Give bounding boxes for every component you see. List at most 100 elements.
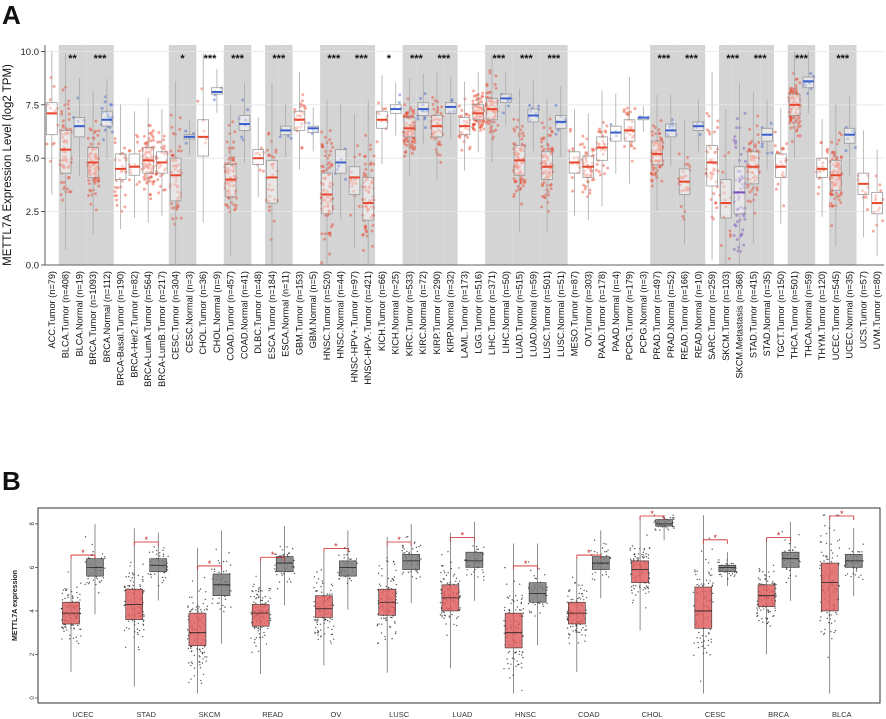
panel-a-point [88, 155, 92, 159]
panel-a-point [650, 179, 654, 183]
panel-a-point [65, 131, 69, 135]
panel-b-point [673, 518, 675, 520]
panel-b-point [529, 612, 531, 614]
panel-b-point [159, 552, 161, 554]
panel-b-point [92, 550, 94, 553]
panel-a-point [753, 211, 757, 215]
panel-a-point [789, 108, 793, 112]
panel-a-point [94, 119, 98, 123]
panel-a-point [403, 150, 407, 154]
panel-a-y-tick-label: 2.5 [26, 207, 39, 218]
panel-b-point [202, 658, 204, 660]
panel-a-point [839, 155, 843, 159]
panel-b-point [505, 583, 508, 585]
panel-b-point [128, 628, 130, 630]
panel-a-point [789, 90, 793, 94]
panel-b-category-label-brca: BRCA [768, 710, 789, 719]
panel-a-point [714, 201, 718, 205]
panel-a-point [76, 96, 80, 100]
panel-b-point [759, 569, 761, 571]
panel-a-point [402, 114, 406, 118]
panel-a-category-label-read-normal-n-10: READ.Normal (n=10) [693, 271, 703, 358]
panel-a-point [835, 181, 839, 185]
panel-a-point [162, 152, 166, 156]
panel-a-point [171, 164, 175, 168]
panel-a-point [737, 179, 741, 183]
panel-a-point [434, 130, 438, 134]
panel-a-point [97, 184, 101, 188]
panel-a-point [519, 178, 523, 182]
panel-b-point [730, 574, 732, 577]
panel-b-point [124, 604, 126, 606]
panel-a-point [119, 170, 123, 174]
panel-a-point [344, 177, 348, 181]
panel-a-point [148, 192, 152, 196]
panel-b-point [521, 651, 524, 654]
panel-a-point [837, 177, 841, 181]
panel-a-point [550, 129, 554, 133]
panel-a-point [322, 204, 326, 208]
panel-a-point [732, 138, 736, 142]
panel-a-point [478, 125, 482, 129]
panel-a-category-label-tgct-tumor-n-150: TGCT.Tumor (n=150) [776, 271, 786, 358]
panel-b-point [717, 561, 719, 563]
panel-a-point [467, 128, 471, 132]
panel-b-point [605, 550, 608, 553]
panel-a-point [300, 99, 304, 103]
panel-a-point [539, 137, 543, 141]
panel-b-point [470, 573, 473, 576]
panel-a-significance-label: * [180, 53, 185, 65]
panel-b-point [279, 545, 281, 548]
panel-b-point [521, 689, 523, 692]
panel-b-point [86, 581, 88, 584]
panel-a-point [795, 94, 799, 98]
panel-b-point [826, 611, 828, 614]
panel-a-box [802, 76, 815, 89]
panel-a-point [522, 156, 526, 160]
panel-a-point [62, 181, 66, 185]
panel-a-point [349, 177, 353, 181]
panel-a-point [516, 155, 520, 159]
panel-b-point [572, 625, 574, 628]
panel-a-point [871, 229, 875, 233]
panel-a-point [144, 142, 148, 146]
panel-a-point [142, 165, 146, 169]
panel-a-point [822, 169, 826, 173]
panel-b-significance-star: * [81, 548, 85, 558]
panel-b-point [768, 576, 771, 578]
panel-a-point [492, 111, 496, 115]
panel-a-point [272, 162, 276, 166]
panel-b-point [654, 528, 656, 530]
panel-b-point [257, 630, 259, 632]
panel-a-point [878, 183, 882, 187]
panel-a-box [596, 136, 608, 161]
panel-b-point [503, 609, 506, 612]
panel-b-point [189, 645, 192, 648]
panel-a-point [327, 194, 331, 198]
panel-a-point [171, 131, 175, 135]
panel-b-point [191, 608, 194, 610]
panel-b-category-label-ov: OV [331, 710, 342, 719]
panel-b-point [396, 602, 398, 604]
panel-a-point [233, 208, 237, 212]
panel-b-point [72, 596, 74, 598]
panel-b-point [125, 626, 128, 629]
panel-b-point [823, 560, 825, 562]
panel-a-point [323, 237, 327, 241]
panel-b-point [764, 579, 767, 581]
panel-b-point [546, 602, 548, 605]
panel-b-point [515, 609, 517, 611]
panel-a-category-label-pcpg-normal-n-3: PCPG.Normal (n=3) [638, 271, 648, 353]
panel-b-point [355, 558, 358, 560]
panel-a-category-label-brca-normal-n-112: BRCA.Normal (n=112) [102, 271, 112, 362]
panel-a-point [142, 187, 146, 191]
panel-a-significance-label: *** [355, 53, 369, 65]
panel-a-box [706, 144, 718, 187]
panel-a-point [755, 186, 759, 190]
panel-b-point [730, 562, 733, 565]
panel-a-point [520, 202, 524, 206]
panel-a-point [60, 109, 64, 113]
panel-a-point [829, 201, 833, 205]
panel-a-point [411, 132, 415, 136]
panel-b-point [378, 583, 381, 585]
